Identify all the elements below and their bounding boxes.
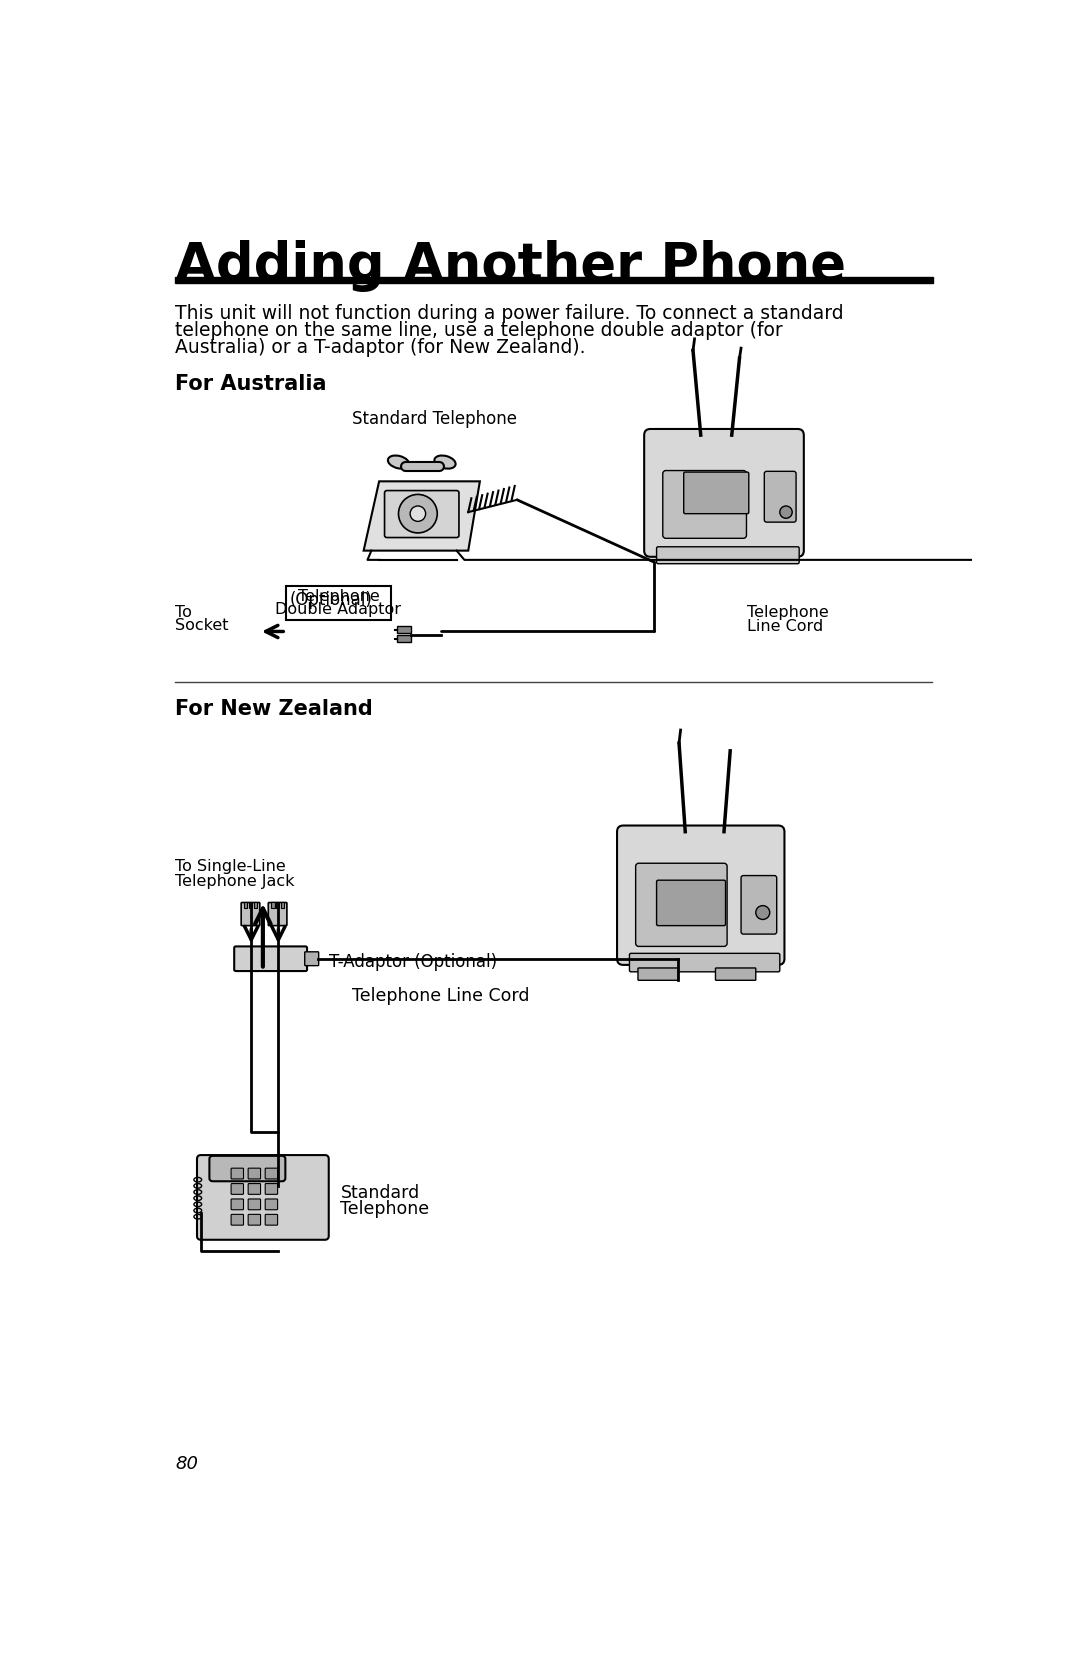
Text: For New Zealand: For New Zealand: [175, 699, 373, 719]
Ellipse shape: [434, 456, 456, 469]
Text: Socket: Socket: [175, 619, 229, 634]
Text: Standard: Standard: [340, 1185, 420, 1202]
Text: Line Cord: Line Cord: [747, 619, 824, 634]
FancyBboxPatch shape: [231, 1215, 243, 1225]
Circle shape: [410, 506, 426, 521]
FancyBboxPatch shape: [663, 471, 746, 539]
FancyBboxPatch shape: [241, 903, 260, 926]
Text: This unit will not function during a power failure. To connect a standard: This unit will not function during a pow…: [175, 304, 843, 324]
FancyBboxPatch shape: [248, 1198, 260, 1210]
FancyBboxPatch shape: [644, 429, 804, 557]
Bar: [276, 901, 279, 908]
Text: For Australia: For Australia: [175, 374, 327, 394]
Text: Adding Another Phone: Adding Another Phone: [175, 240, 847, 292]
FancyBboxPatch shape: [715, 968, 756, 980]
Text: telephone on the same line, use a telephone double adaptor (for: telephone on the same line, use a teleph…: [175, 320, 783, 340]
FancyBboxPatch shape: [231, 1168, 243, 1178]
Text: Telephone Line Cord: Telephone Line Cord: [352, 988, 529, 1005]
Bar: [244, 901, 247, 908]
Bar: [271, 901, 274, 908]
Text: Telephone: Telephone: [298, 589, 379, 604]
Polygon shape: [364, 481, 480, 551]
Text: To Single-Line: To Single-Line: [175, 858, 286, 873]
FancyBboxPatch shape: [657, 880, 726, 926]
FancyBboxPatch shape: [638, 968, 678, 980]
Bar: [175, 277, 933, 284]
FancyBboxPatch shape: [384, 491, 459, 537]
FancyBboxPatch shape: [305, 951, 319, 966]
Text: (Optional): (Optional): [289, 591, 373, 609]
Ellipse shape: [388, 456, 409, 469]
FancyBboxPatch shape: [234, 946, 307, 971]
Circle shape: [399, 494, 437, 532]
Circle shape: [756, 906, 770, 920]
Text: T-Adaptor (Optional): T-Adaptor (Optional): [328, 953, 497, 971]
FancyBboxPatch shape: [231, 1198, 243, 1210]
FancyBboxPatch shape: [266, 1215, 278, 1225]
Text: Telephone: Telephone: [340, 1200, 430, 1218]
Bar: [281, 901, 284, 908]
Text: Australia) or a T-adaptor (for New Zealand).: Australia) or a T-adaptor (for New Zeala…: [175, 339, 585, 357]
FancyBboxPatch shape: [231, 1183, 243, 1195]
Text: Standard Telephone: Standard Telephone: [352, 411, 517, 429]
FancyBboxPatch shape: [266, 1168, 278, 1178]
FancyBboxPatch shape: [266, 1183, 278, 1195]
Bar: [397, 626, 410, 633]
Bar: [254, 901, 257, 908]
Text: Telephone: Telephone: [747, 606, 829, 621]
FancyBboxPatch shape: [741, 876, 777, 935]
Text: Double Adaptor: Double Adaptor: [275, 601, 402, 616]
FancyBboxPatch shape: [684, 472, 748, 514]
Text: 80: 80: [175, 1455, 199, 1474]
FancyBboxPatch shape: [248, 1183, 260, 1195]
FancyBboxPatch shape: [765, 471, 796, 522]
Text: To: To: [175, 604, 192, 619]
Bar: [286, 586, 391, 619]
Circle shape: [780, 506, 793, 519]
FancyBboxPatch shape: [266, 1198, 278, 1210]
FancyBboxPatch shape: [636, 863, 727, 946]
FancyBboxPatch shape: [268, 903, 287, 926]
FancyBboxPatch shape: [630, 953, 780, 971]
FancyBboxPatch shape: [210, 1157, 285, 1182]
FancyBboxPatch shape: [657, 547, 799, 564]
FancyBboxPatch shape: [197, 1155, 328, 1240]
FancyBboxPatch shape: [617, 826, 784, 965]
Text: Telephone Jack: Telephone Jack: [175, 875, 295, 890]
FancyBboxPatch shape: [248, 1215, 260, 1225]
Bar: [397, 636, 410, 643]
Bar: [248, 901, 252, 908]
FancyBboxPatch shape: [248, 1168, 260, 1178]
